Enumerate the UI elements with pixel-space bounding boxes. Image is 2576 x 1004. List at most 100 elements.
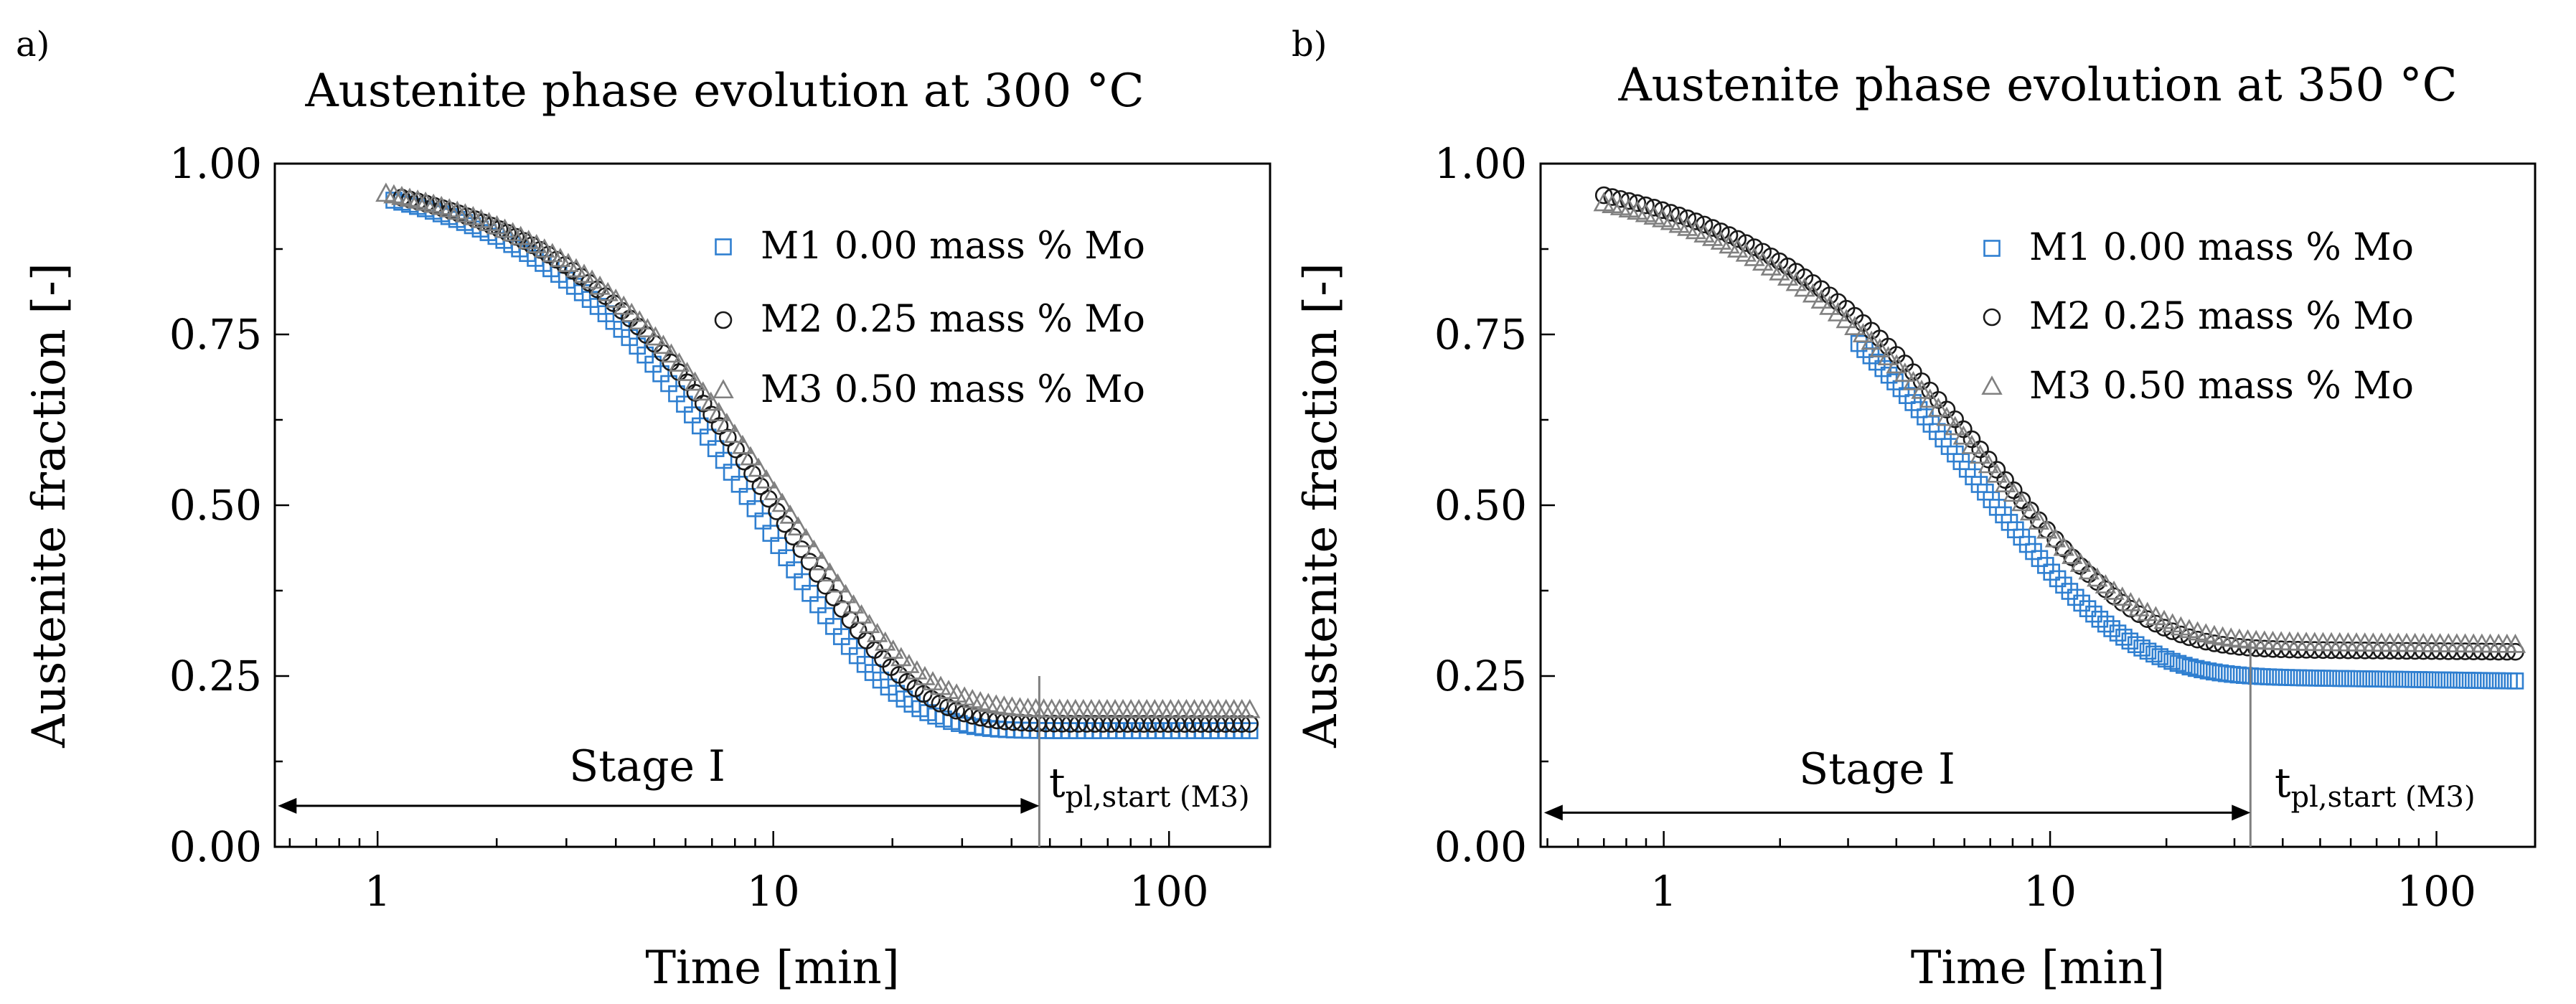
x-tick-label: 1 bbox=[1650, 867, 1677, 916]
data-point bbox=[914, 665, 936, 685]
data-point bbox=[835, 583, 857, 604]
legend: M1 0.00 mass % Mo M2 0.25 mass % Mo M3 0.5… bbox=[1981, 226, 2414, 408]
data-point bbox=[1969, 444, 1991, 464]
data-point bbox=[2139, 642, 2157, 660]
y-tick-label: 0.25 bbox=[169, 652, 262, 700]
data-point bbox=[858, 614, 880, 634]
data-point bbox=[2011, 492, 2033, 512]
data-point bbox=[2133, 639, 2150, 657]
data-point bbox=[2067, 588, 2084, 606]
data-point bbox=[2145, 645, 2163, 663]
data-point bbox=[1944, 416, 1966, 436]
data-point bbox=[1777, 266, 1799, 286]
x-tick-label: 100 bbox=[2397, 867, 2476, 916]
data-point bbox=[763, 481, 785, 500]
data-point bbox=[636, 318, 659, 337]
y-tick-label: 1.00 bbox=[1434, 139, 1527, 188]
plateau-start-subscript: pl,start (M3) bbox=[2291, 781, 2476, 814]
data-point bbox=[1754, 243, 1772, 261]
data-point bbox=[751, 477, 770, 495]
arrow-head-left bbox=[278, 797, 297, 814]
data-point bbox=[2073, 594, 2090, 612]
arrow-head-right bbox=[1020, 797, 1040, 814]
legend-entry: M1 0.00 mass % Mo bbox=[2029, 226, 2414, 269]
data-point bbox=[819, 562, 841, 582]
data-point bbox=[779, 504, 801, 524]
series-1 bbox=[1850, 334, 2524, 690]
data-point bbox=[644, 326, 667, 346]
data-point bbox=[1894, 362, 1916, 382]
arrow-head-left bbox=[1543, 804, 1563, 821]
data-point bbox=[2506, 672, 2524, 690]
data-point bbox=[509, 225, 532, 245]
data-point bbox=[1726, 238, 1749, 258]
data-point bbox=[2028, 510, 2049, 530]
legend-entry: M2 0.25 mass % Mo bbox=[2029, 295, 2414, 338]
data-point bbox=[1827, 302, 1849, 322]
data-point bbox=[1719, 234, 1740, 254]
data-point bbox=[1994, 473, 2016, 492]
data-point bbox=[827, 573, 849, 593]
data-point bbox=[2043, 563, 2061, 581]
data-point bbox=[684, 371, 706, 391]
data-point bbox=[1760, 256, 1782, 276]
data-point bbox=[716, 413, 738, 432]
data-point bbox=[668, 352, 690, 372]
data-point bbox=[558, 253, 579, 272]
data-point bbox=[1645, 199, 1663, 217]
data-point bbox=[1868, 353, 1886, 371]
data-point bbox=[2181, 658, 2199, 676]
series-1 bbox=[385, 192, 1259, 739]
legend-entry: M3 0.50 mass % Mo bbox=[761, 368, 1145, 411]
data-point bbox=[898, 654, 920, 673]
data-point bbox=[2504, 633, 2526, 653]
y-axis: 0.00 0.25 0.50 0.75 1.00 Austenite fraction [… bbox=[1294, 139, 1555, 871]
data-point bbox=[1762, 247, 1780, 266]
data-point bbox=[771, 492, 793, 512]
legend: M1 0.00 mass % Mo M2 0.25 mass % Mo M3 0.5… bbox=[713, 225, 1145, 411]
data-point bbox=[811, 550, 833, 571]
data-point bbox=[1861, 330, 1882, 350]
plateau-start-main: t bbox=[1049, 760, 1066, 807]
data-point bbox=[866, 622, 888, 642]
data-point bbox=[748, 457, 769, 477]
data-point bbox=[930, 675, 951, 695]
data-point bbox=[890, 647, 912, 667]
data-point bbox=[2085, 605, 2102, 623]
data-point bbox=[2199, 662, 2217, 680]
y-tick-label: 0.75 bbox=[169, 310, 262, 359]
data-point bbox=[923, 690, 941, 708]
data-point bbox=[1628, 194, 1647, 212]
data-point bbox=[1902, 370, 1924, 390]
data-point bbox=[2127, 636, 2145, 654]
y-tick-label: 0.00 bbox=[1434, 822, 1527, 871]
data-point bbox=[2078, 560, 2100, 580]
data-point bbox=[2163, 652, 2181, 670]
data-point bbox=[629, 310, 651, 330]
data-point bbox=[1911, 380, 1932, 399]
data-point bbox=[2019, 501, 2041, 521]
data-point bbox=[2003, 482, 2024, 502]
data-point bbox=[1744, 247, 1765, 266]
data-point bbox=[1693, 223, 1715, 243]
data-point bbox=[2095, 574, 2117, 594]
data-point bbox=[724, 423, 746, 444]
data-point bbox=[692, 381, 714, 401]
data-point bbox=[2128, 597, 2150, 616]
data-point bbox=[2187, 660, 2205, 677]
data-point bbox=[573, 263, 595, 283]
data-point bbox=[1835, 309, 1857, 329]
y-tick-label: 0.00 bbox=[169, 822, 262, 871]
chart-panel-1: a) Austenite phase evolution at 300 °C 1 10… bbox=[16, 24, 1271, 995]
legend-marker bbox=[1983, 308, 2001, 327]
legend-entry: M1 0.00 mass % Mo bbox=[761, 225, 1145, 268]
plateau-start-subscript: pl,start (M3) bbox=[1066, 781, 1250, 814]
data-point bbox=[2103, 580, 2125, 600]
arrow-head-right bbox=[2232, 804, 2251, 821]
data-point bbox=[1936, 406, 1957, 426]
x-tick-label: 10 bbox=[747, 867, 800, 916]
x-axis: 1 10 100 Time [min] bbox=[1546, 831, 2476, 995]
data-point bbox=[652, 334, 674, 355]
data-point bbox=[1612, 189, 1630, 208]
chart-panel-2: b) Austenite phase evolution at 350 °C 1 10… bbox=[1292, 24, 2537, 995]
